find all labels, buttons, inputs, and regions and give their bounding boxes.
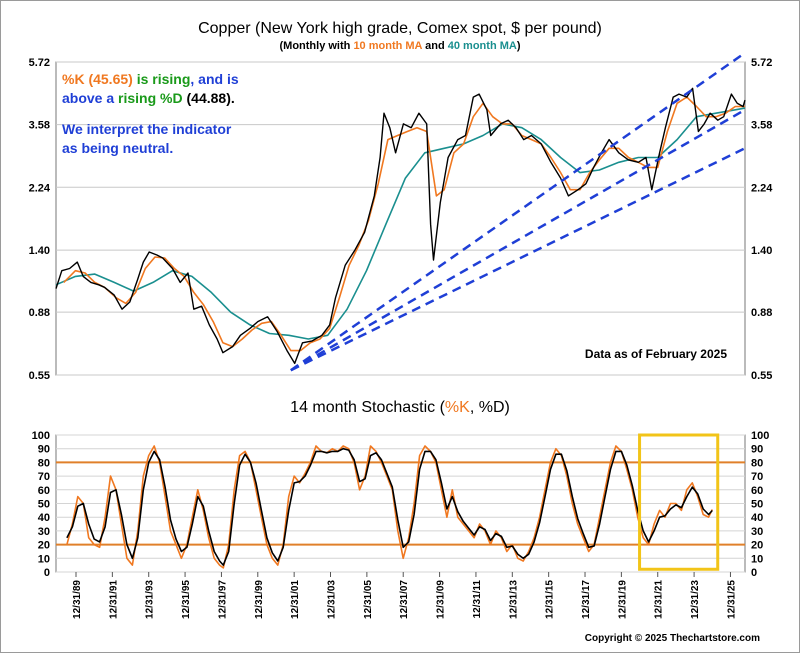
price-y-tick-label: 0.88: [751, 307, 772, 319]
stochastic-x-tick-label: 12/31/11: [472, 580, 483, 619]
price-series: [55, 87, 746, 365]
stochastic-x-tick-label: 12/31/05: [363, 580, 374, 619]
trendline: [290, 108, 746, 372]
price-series-line: [55, 87, 746, 365]
stochastic-y-tick-label: 40: [751, 512, 763, 524]
annotation-k-line: %K (45.65) is rising, and is: [62, 71, 239, 87]
stochastic-x-tick-label: 12/31/25: [726, 580, 737, 619]
stochastic-y-tick-label: 10: [751, 553, 763, 565]
stochastic-y-tick-label: 60: [38, 485, 50, 497]
stochastic-series-line: [66, 445, 714, 569]
stochastic-x-tick-label: 12/31/19: [617, 580, 628, 619]
trendline: [290, 147, 746, 372]
stochastic-series-line: [66, 447, 713, 566]
stochastic-y-tick-label: 50: [751, 499, 763, 511]
stochastic-y-tick-label: 90: [38, 444, 50, 456]
price-y-tick-label: 2.24: [751, 182, 773, 194]
trendline: [290, 54, 742, 372]
stochastic-x-tick-label: 12/31/89: [72, 580, 83, 619]
stochastic-x-tick-label: 12/31/09: [436, 580, 447, 619]
as-of-date: Data as of February 2025: [585, 347, 727, 361]
stochastic-x-tick-label: 12/31/13: [508, 580, 519, 619]
price-series-line: [55, 107, 746, 340]
stochastic-x-tick-label: 12/31/21: [654, 580, 665, 619]
annotation-interpret-1: We interpret the indicator: [62, 121, 232, 137]
stochastic-y-tick-label: 90: [751, 444, 763, 456]
price-y-tick-label: 3.58: [29, 120, 50, 132]
stochastic-y-tick-label: 100: [751, 430, 769, 442]
stochastic-series: [66, 433, 720, 571]
stochastic-x-tick-label: 12/31/95: [181, 580, 192, 619]
stochastic-x-tick-label: 12/31/99: [254, 580, 265, 619]
stochastic-y-tick-label: 70: [751, 471, 763, 483]
stochastic-y-tick-label: 20: [751, 540, 763, 552]
price-gridlines: [56, 61, 745, 376]
stochastic-y-tick-label: 0: [751, 567, 757, 579]
price-y-tick-label: 3.58: [751, 120, 772, 132]
stochastic-x-tick-label: 12/31/07: [399, 580, 410, 619]
stochastic-y-tick-label: 30: [751, 526, 763, 538]
price-y-tick-label: 1.40: [29, 245, 50, 257]
price-series-line: [63, 96, 745, 352]
trendlines: [290, 54, 746, 372]
stochastic-y-tick-label: 0: [44, 567, 50, 579]
price-y-tick-label: 1.40: [751, 245, 772, 257]
price-y-ticks-right: 5.72 3.58 2.24 1.40 0.88 0.55: [751, 57, 773, 382]
stochastic-x-tick-label: 12/31/03: [327, 580, 338, 619]
price-y-tick-label: 0.55: [29, 370, 50, 382]
stochastic-x-tick-label: 12/31/91: [108, 580, 119, 619]
stochastic-y-tick-label: 100: [32, 430, 50, 442]
stochastic-y-tick-label: 70: [38, 471, 50, 483]
highlight-box: [638, 433, 720, 571]
price-y-ticks-left: 5.72 3.58 2.24 1.40 0.88 0.55: [29, 57, 51, 382]
price-y-tick-label: 0.88: [29, 307, 50, 319]
stochastic-y-tick-label: 60: [751, 485, 763, 497]
stochastic-x-ticks: 12/31/89 12/31/91 12/31/93 12/31/95 12/31/97…: [72, 572, 737, 619]
stochastic-x-tick-label: 12/31/97: [217, 580, 228, 619]
stochastic-x-tick-label: 12/31/15: [545, 580, 556, 619]
stochastic-y-tick-label: 50: [38, 499, 50, 511]
price-y-tick-label: 0.55: [751, 370, 772, 382]
stochastic-x-tick-label: 12/31/23: [690, 580, 701, 619]
stochastic-title: 14 month Stochastic (%K, %D): [290, 399, 510, 416]
stochastic-y-tick-label: 10: [38, 553, 50, 565]
price-chart-subtitle: (Monthly with 10 month MA and 40 month M…: [280, 40, 521, 52]
price-chart-title: Copper (New York high grade, Comex spot,…: [198, 20, 602, 37]
stochastic-x-tick-label: 12/31/93: [145, 580, 156, 619]
stochastic-x-tick-label: 12/31/17: [581, 580, 592, 619]
stochastic-y-tick-label: 30: [38, 526, 50, 538]
price-y-tick-label: 5.72: [751, 57, 772, 69]
stochastic-x-tick-label: 12/31/01: [290, 580, 301, 619]
stochastic-y-tick-label: 40: [38, 512, 50, 524]
annotation-d-line: above a rising %D (44.88).: [62, 90, 235, 106]
stochastic-y-tick-label: 80: [38, 457, 50, 469]
price-y-tick-label: 2.24: [29, 182, 51, 194]
annotation-interpret-2: as being neutral.: [62, 140, 173, 156]
stochastic-y-tick-label: 20: [38, 540, 50, 552]
stochastic-y-tick-label: 80: [751, 457, 763, 469]
copyright: Copyright © 2025 Thechartstore.com: [585, 633, 760, 644]
price-y-tick-label: 5.72: [29, 57, 50, 69]
